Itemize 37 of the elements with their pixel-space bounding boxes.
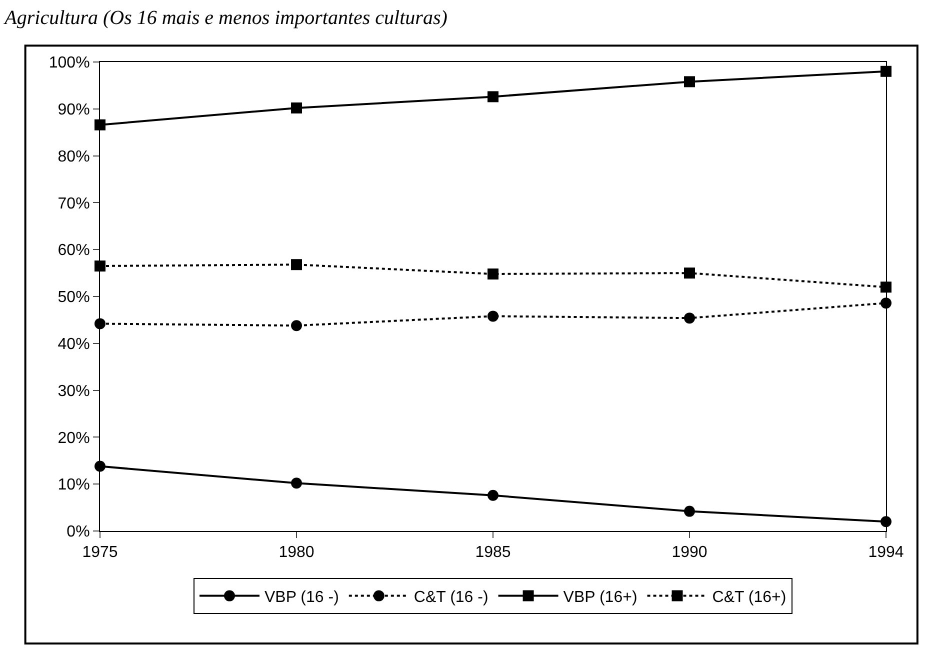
y-tick-label: 20%	[58, 430, 90, 447]
point	[684, 76, 695, 88]
point	[488, 490, 498, 501]
y-tick-label: 80%	[58, 148, 90, 166]
legend-label: C&T (16+)	[712, 589, 786, 606]
point	[488, 268, 498, 280]
x-tick-label: 1994	[868, 544, 904, 562]
x-tick-label: 1980	[278, 544, 314, 562]
point	[291, 259, 302, 270]
legend-label: VBP (16 -)	[264, 589, 339, 606]
point	[488, 310, 498, 322]
point	[880, 282, 892, 293]
y-tick-label: 70%	[58, 195, 90, 212]
x-tick-label: 1985	[475, 544, 511, 562]
y-tick-label: 0%	[66, 524, 90, 541]
legend-label: C&T (16 -)	[414, 589, 488, 606]
y-tick-label: 60%	[58, 242, 90, 260]
point	[291, 478, 302, 489]
y-tick-label: 10%	[58, 476, 90, 494]
point	[880, 66, 892, 77]
y-tick-label: 50%	[58, 289, 90, 306]
point	[684, 312, 695, 324]
y-tick-label: 30%	[58, 382, 90, 400]
y-tick-label: 100%	[48, 54, 90, 72]
x-tick-label: 1990	[672, 544, 708, 562]
point	[94, 119, 106, 130]
y-tick-label: 40%	[58, 336, 90, 353]
legend-label: VBP (16+)	[563, 589, 638, 606]
chart-title: Agricultura (Os 16 mais e menos importantes culturas)	[2, 6, 448, 29]
point	[488, 91, 498, 102]
y-tick-label: 90%	[58, 102, 90, 118]
point	[291, 320, 302, 332]
point	[291, 102, 302, 114]
point	[684, 506, 695, 517]
x-tick-label: 1975	[82, 544, 118, 562]
point	[94, 260, 106, 272]
point	[684, 268, 695, 279]
